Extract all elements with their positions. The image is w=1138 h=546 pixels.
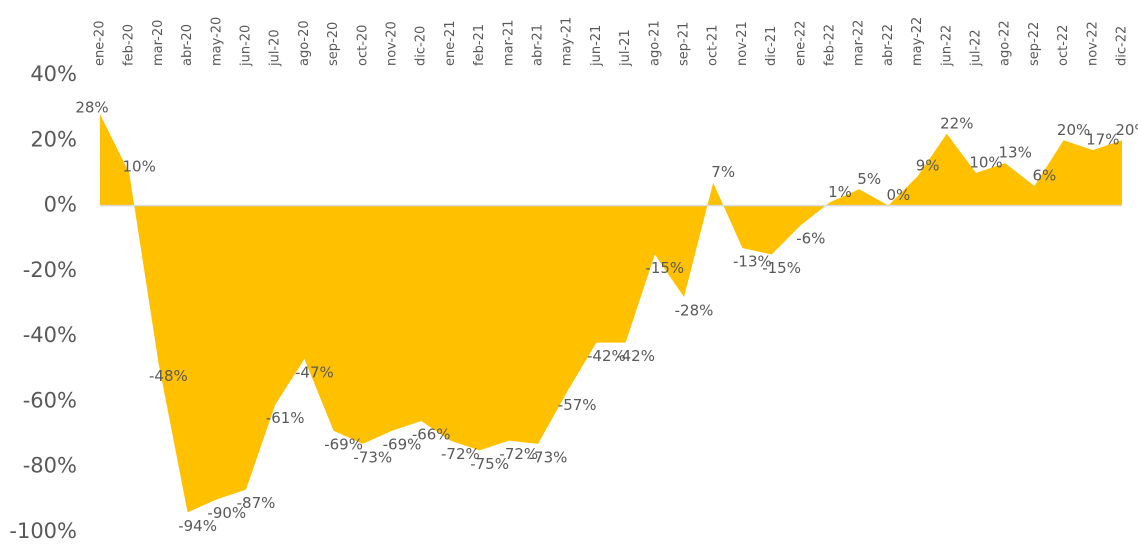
data-label: -66%: [412, 426, 451, 444]
x-tick-label: sep-20: [326, 22, 341, 66]
y-tick-label: 20%: [30, 127, 77, 151]
data-label: -87%: [237, 494, 276, 512]
x-tick-label: dic-21: [764, 26, 779, 66]
x-tick-label: ene-22: [793, 21, 808, 66]
data-label: -69%: [324, 435, 363, 453]
data-label: 17%: [1086, 131, 1119, 149]
x-tick-label: feb-22: [823, 24, 838, 66]
data-label: 10%: [123, 157, 156, 175]
data-label: 10%: [969, 153, 1002, 171]
data-label: 20%: [1115, 121, 1138, 139]
data-label: 13%: [999, 144, 1032, 162]
data-label: 6%: [1033, 166, 1057, 184]
data-label: -69%: [383, 435, 422, 453]
x-tick-label: feb-20: [122, 24, 137, 66]
x-tick-label: feb-21: [472, 24, 487, 66]
data-label: -42%: [616, 347, 655, 365]
x-tick-label: oct-20: [355, 25, 370, 66]
x-tick-label: jul-21: [618, 29, 633, 67]
data-label: 20%: [1057, 121, 1090, 139]
y-tick-label: -20%: [23, 258, 77, 282]
x-tick-label: sep-21: [677, 22, 692, 66]
x-tick-label: abr-20: [180, 24, 195, 66]
x-tick-label: mar-20: [151, 20, 166, 66]
data-label: 0%: [887, 186, 911, 204]
x-tick-label: may-22: [910, 17, 925, 66]
data-label: -15%: [762, 259, 801, 277]
data-label: -47%: [295, 363, 334, 381]
x-tick-label: mar-22: [852, 20, 867, 66]
y-tick-label: -60%: [23, 388, 77, 412]
x-tick-label: may-21: [560, 17, 575, 66]
x-tick-label: jun-20: [239, 25, 254, 67]
x-tick-label: oct-22: [1056, 25, 1071, 66]
x-tick-label: nov-22: [1085, 21, 1100, 66]
data-label: -6%: [796, 230, 825, 248]
data-label: -73%: [353, 448, 392, 466]
x-tick-label: abr-21: [531, 24, 546, 66]
area: [100, 114, 1122, 513]
data-label: -48%: [149, 367, 188, 385]
x-tick-label: nov-20: [385, 21, 400, 66]
x-tick-label: oct-21: [706, 25, 721, 66]
data-label: -75%: [470, 455, 509, 473]
x-tick-label: mar-21: [501, 20, 516, 66]
x-tick-label: jul-20: [268, 29, 283, 67]
x-tick-label: jun-22: [939, 25, 954, 67]
x-tick-label: ene-20: [93, 21, 108, 66]
y-tick-label: 40%: [30, 62, 77, 86]
data-label: -57%: [558, 396, 597, 414]
data-label: -72%: [441, 445, 480, 463]
data-label: 7%: [711, 163, 735, 181]
data-label: -61%: [266, 409, 305, 427]
data-label: -90%: [207, 504, 246, 522]
x-tick-label: nov-21: [735, 21, 750, 66]
x-tick-label: dic-22: [1115, 26, 1130, 66]
data-label: -28%: [675, 301, 714, 319]
data-label: 5%: [857, 170, 881, 188]
x-tick-label: ago-20: [297, 20, 312, 66]
x-tick-label: ago-21: [647, 20, 662, 66]
x-tick-label: ene-21: [443, 21, 458, 66]
y-tick-label: -40%: [23, 323, 77, 347]
data-label: -72%: [499, 445, 538, 463]
data-label: 9%: [916, 157, 940, 175]
data-label: 1%: [828, 183, 852, 201]
x-tick-label: abr-22: [881, 24, 896, 66]
x-tick-label: ago-22: [998, 20, 1013, 66]
data-label: -42%: [587, 347, 626, 365]
data-label: -13%: [733, 253, 772, 271]
x-tick-label: dic-20: [414, 26, 429, 66]
x-tick-label: may-20: [209, 17, 224, 66]
data-label: 28%: [75, 99, 108, 117]
data-label: -15%: [645, 259, 684, 277]
y-tick-label: -80%: [23, 454, 77, 478]
y-tick-label: -100%: [9, 519, 77, 543]
x-tick-label: sep-22: [1027, 22, 1042, 66]
data-label: -73%: [529, 448, 568, 466]
y-tick-label: 0%: [44, 193, 77, 217]
data-label: -94%: [178, 517, 217, 535]
x-tick-label: jun-21: [589, 25, 604, 67]
x-tick-label: jul-22: [969, 29, 984, 67]
data-label: 22%: [940, 114, 973, 132]
